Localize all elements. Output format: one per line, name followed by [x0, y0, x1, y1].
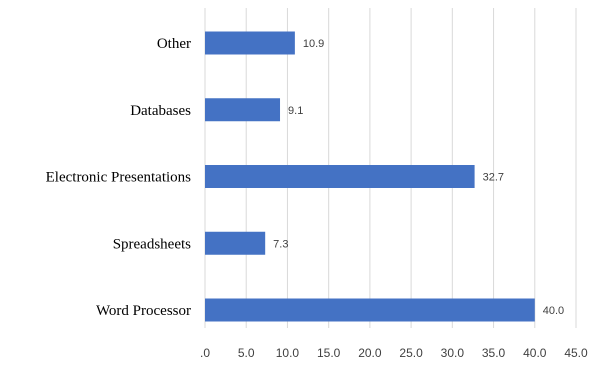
data-labels: 10.9 9.1 32.7 7.3 40.0 [273, 38, 564, 317]
category-label: Other [157, 36, 191, 52]
bar-databases [205, 98, 281, 122]
category-label: Spreadsheets [113, 236, 191, 252]
x-tick-label: 5.0 [238, 346, 255, 360]
category-label: Databases [130, 103, 191, 119]
x-tick-label: 15.0 [317, 346, 341, 360]
x-tick-label: 20.0 [358, 346, 382, 360]
x-tick-label: 40.0 [523, 346, 547, 360]
x-tick-label: 30.0 [441, 346, 465, 360]
bar-spreadsheets [205, 231, 266, 255]
x-tick-label: 25.0 [399, 346, 423, 360]
x-tick-label: 45.0 [564, 346, 588, 360]
category-label: Word Processor [96, 303, 191, 319]
bar-other [205, 31, 295, 55]
bar-word-processor [205, 298, 535, 322]
data-label: 10.9 [303, 38, 324, 50]
data-label: 7.3 [273, 238, 288, 250]
bar-electronic-presentations [205, 165, 475, 188]
bars [205, 31, 535, 322]
data-label: 32.7 [483, 172, 504, 184]
x-tick-label: 10.0 [276, 346, 300, 360]
x-axis-ticks: .0 5.0 10.0 15.0 20.0 25.0 30.0 35.0 40.0 45.0 [200, 346, 588, 360]
x-tick-label: .0 [200, 346, 210, 360]
x-tick-label: 35.0 [482, 346, 506, 360]
category-labels: Other Databases Electronic Presentations Sp… [46, 36, 192, 319]
data-label: 9.1 [288, 105, 303, 117]
data-label: 40.0 [543, 305, 564, 317]
category-label: Electronic Presentations [46, 170, 192, 186]
